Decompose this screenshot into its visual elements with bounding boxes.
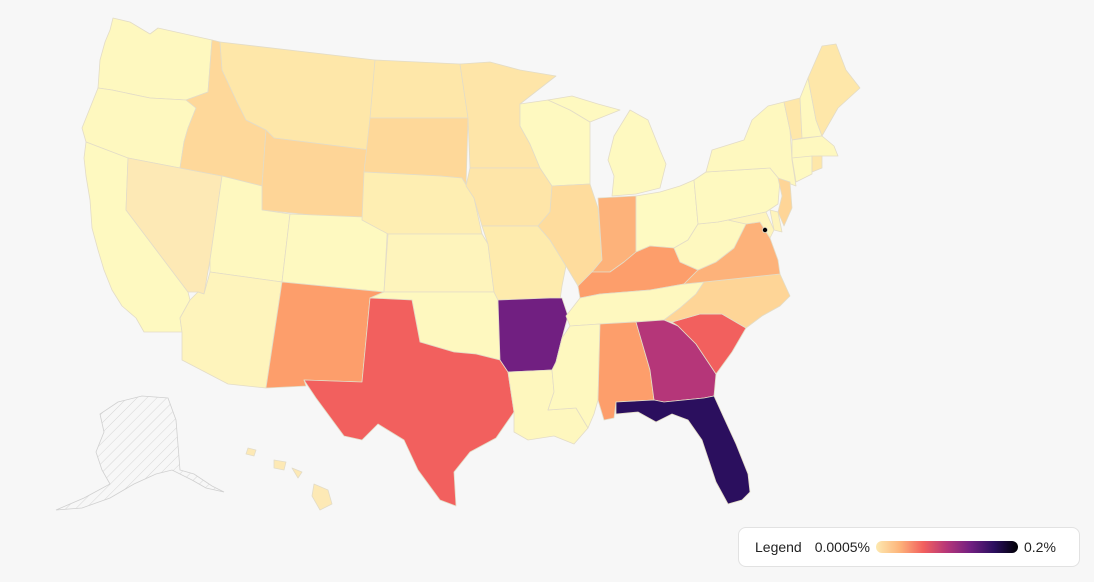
state-new-jersey[interactable] bbox=[777, 177, 793, 227]
state-nebraska[interactable] bbox=[361, 171, 483, 235]
state-connecticut[interactable] bbox=[791, 155, 813, 183]
state-massachusetts[interactable] bbox=[791, 135, 839, 159]
state-iowa[interactable] bbox=[465, 167, 553, 227]
state-district-of-columbia[interactable] bbox=[762, 226, 769, 233]
legend: Legend 0.0005% 0.2% bbox=[738, 527, 1080, 567]
legend-min-label: 0.0005% bbox=[814, 539, 870, 555]
state-florida[interactable] bbox=[615, 395, 751, 505]
state-rhode-island[interactable] bbox=[811, 155, 823, 173]
legend-max-label: 0.2% bbox=[1024, 539, 1056, 555]
state-michigan[interactable] bbox=[547, 95, 667, 197]
state-maryland[interactable] bbox=[727, 211, 775, 239]
state-texas[interactable] bbox=[303, 297, 515, 507]
state-maine[interactable] bbox=[807, 43, 861, 137]
state-alaska[interactable] bbox=[55, 395, 225, 511]
state-washington[interactable] bbox=[97, 17, 213, 101]
legend-color-scale bbox=[876, 541, 1018, 553]
state-north-dakota[interactable] bbox=[369, 59, 469, 119]
state-kansas[interactable] bbox=[383, 233, 495, 293]
state-hawaii[interactable] bbox=[245, 447, 333, 511]
state-north-carolina[interactable] bbox=[663, 273, 791, 329]
state-delaware[interactable] bbox=[769, 209, 783, 233]
legend-title: Legend bbox=[755, 539, 802, 555]
